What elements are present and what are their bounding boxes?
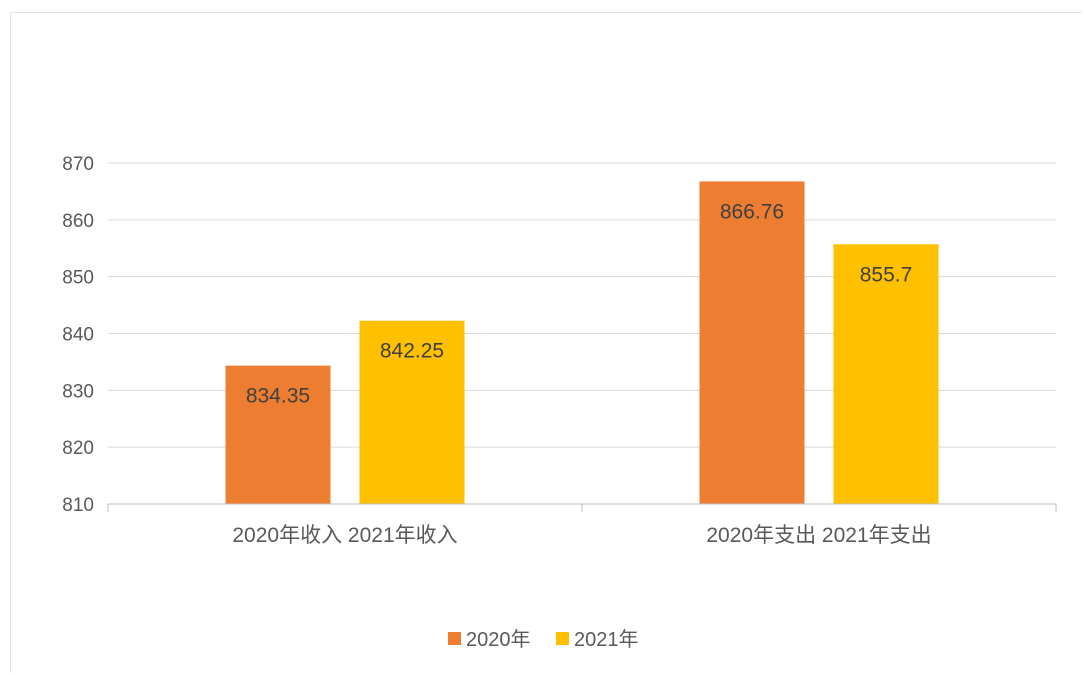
bars [225, 181, 939, 504]
y-axis-ticks: 810 820 830 840 850 860 870 [62, 154, 94, 516]
legend: 2020年 2021年 [448, 628, 639, 651]
y-tick-label-810: 810 [62, 495, 94, 516]
bar-2021年-1 [833, 244, 939, 504]
data-label-1-1: 855.7 [860, 263, 913, 286]
x-axis: 2020年收入 2021年收入 2020年支出 2021年支出 [107, 503, 1057, 547]
y-tick-label-860: 860 [62, 211, 94, 232]
bar-2020年-0 [225, 365, 331, 504]
chart-frame [10, 12, 1082, 673]
y-tick-label-840: 840 [62, 325, 94, 346]
y-tick-label-820: 820 [62, 438, 94, 459]
x-category-label-0: 2020年收入 2021年收入 [232, 524, 457, 547]
data-labels: 834.35 842.25 866.76 855.7 [246, 200, 912, 407]
data-label-1-0: 842.25 [380, 340, 444, 363]
data-label-0-0: 834.35 [246, 385, 310, 408]
legend-label-1: 2021年 [574, 628, 639, 651]
y-tick-label-870: 870 [62, 154, 94, 175]
x-category-label-1: 2020年支出 2021年支出 [706, 524, 931, 547]
bar-2020年-1 [699, 181, 805, 504]
legend-swatch-1 [556, 632, 569, 645]
y-tick-label-850: 850 [62, 268, 94, 289]
legend-swatch-0 [448, 632, 461, 645]
bar-2021年-0 [359, 320, 465, 504]
y-tick-label-830: 830 [62, 381, 94, 402]
data-label-0-1: 866.76 [720, 200, 784, 223]
legend-label-0: 2020年 [466, 628, 531, 651]
